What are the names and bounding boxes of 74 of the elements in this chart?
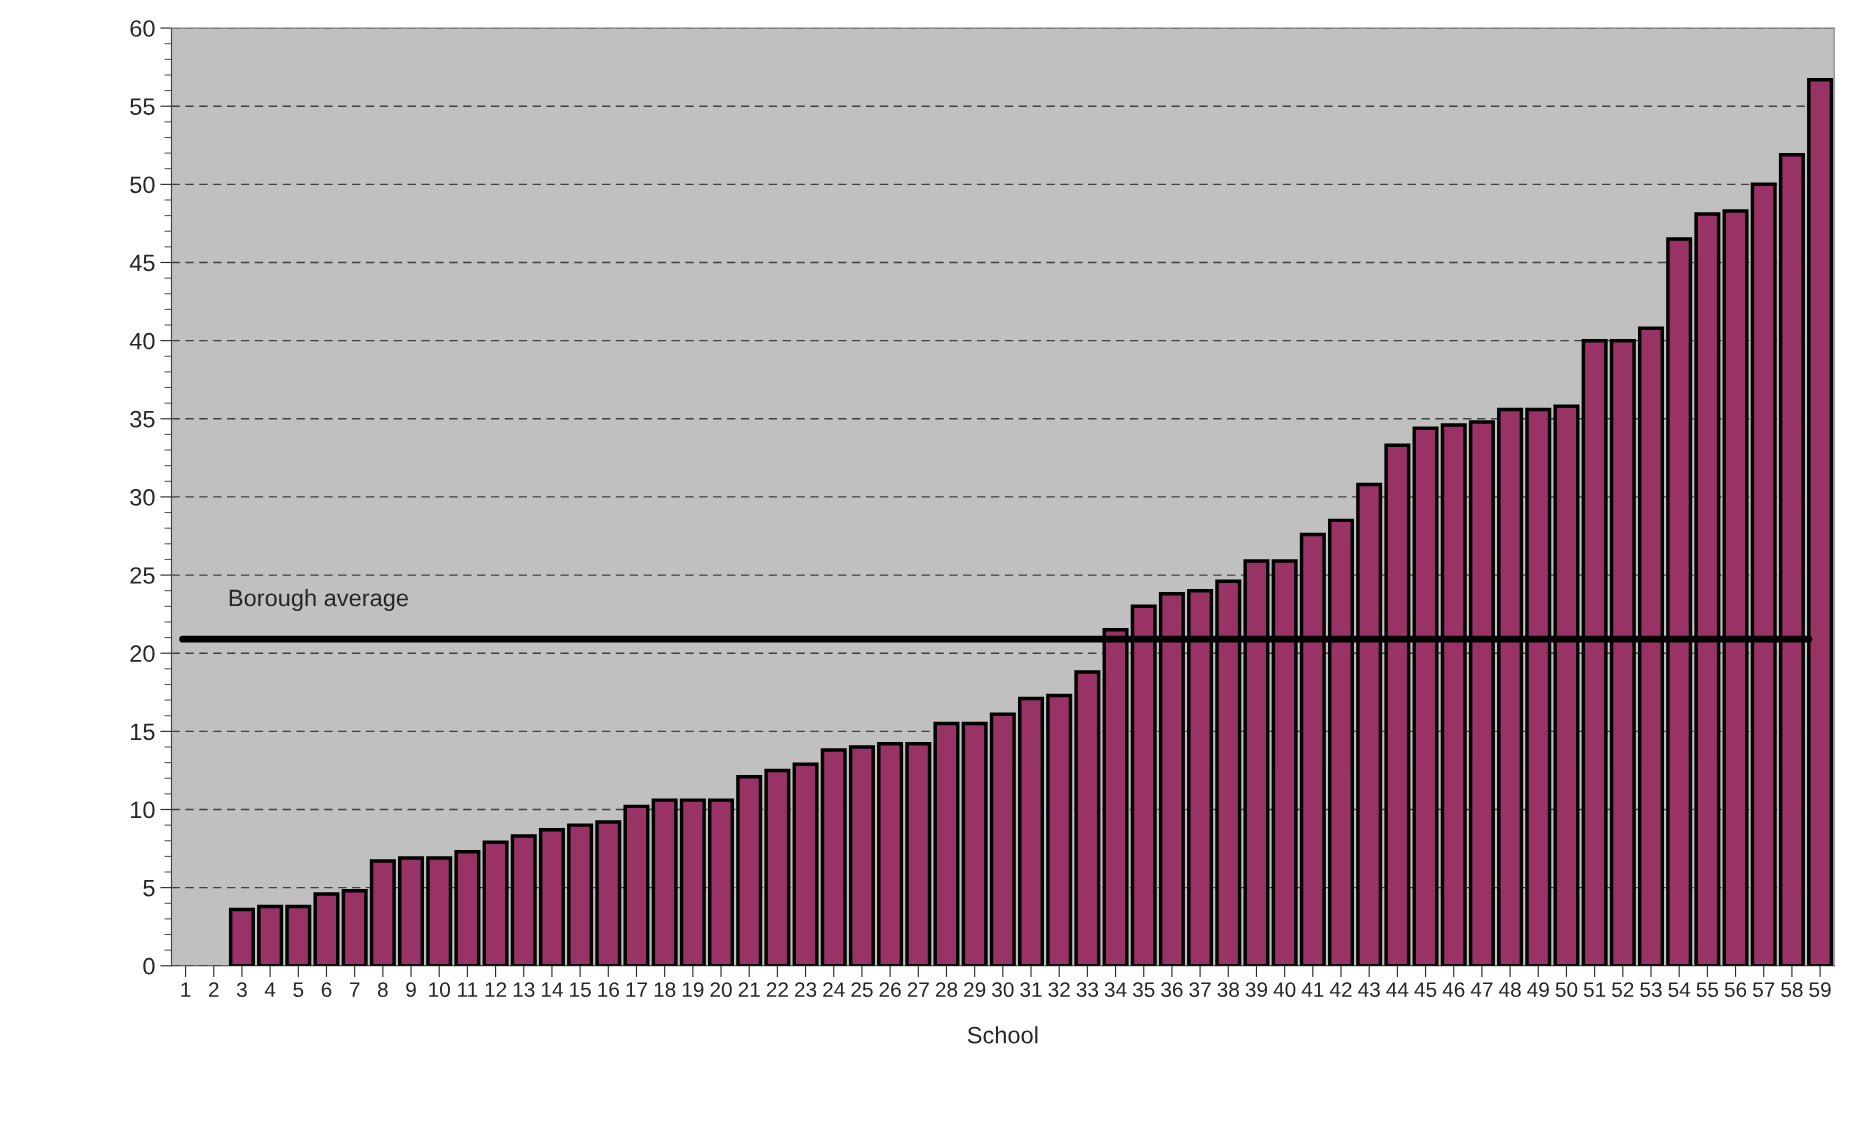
x-tick-label: 40	[1273, 982, 1296, 998]
x-tick-label: 16	[598, 982, 619, 998]
x-tick-label: 31	[1020, 982, 1042, 998]
x-tick-label: 55	[1696, 982, 1719, 998]
y-tick-label: 45	[129, 254, 155, 272]
y-tick-label: 5	[143, 879, 155, 897]
x-tick-label: 11	[458, 982, 478, 997]
x-tick-label: 12	[485, 982, 507, 997]
x-tick-label: 49	[1527, 982, 1549, 998]
x-tick-label: 2	[209, 982, 219, 997]
x-tick-label: 38	[1217, 982, 1239, 998]
x-tick-label: 37	[1189, 982, 1211, 998]
y-tick-label: 55	[130, 98, 155, 115]
x-tick-label: 42	[1329, 982, 1352, 997]
x-tick-label: 24	[823, 982, 845, 997]
y-tick-label: 35	[130, 410, 155, 428]
x-tick-label: 22	[766, 982, 788, 997]
x-tick-label: 39	[1245, 982, 1268, 998]
x-tick-label: 23	[795, 982, 817, 998]
y-tick-label: 40	[129, 332, 155, 350]
x-tick-label: 41	[1301, 982, 1324, 997]
x-tick-label: 47	[1470, 982, 1493, 997]
x-tick-label: 33	[1076, 982, 1099, 998]
x-tick-label: 56	[1724, 982, 1747, 998]
x-tick-label: 51	[1583, 982, 1606, 998]
x-tick-label: 21	[738, 982, 760, 997]
x-tick-label: 53	[1640, 982, 1662, 998]
x-tick-label: 17	[626, 982, 648, 997]
x-tick-label: 6	[321, 982, 332, 998]
y-tick-label: 15	[131, 723, 155, 741]
x-tick-label: 19	[682, 982, 704, 998]
x-tick-label: 14	[541, 982, 563, 997]
x-tick-label: 30	[992, 982, 1014, 998]
x-tick-label: 27	[907, 982, 929, 997]
x-axis-title: School	[967, 1026, 1038, 1044]
y-tick-label: 30	[130, 489, 155, 506]
x-tick-label: 43	[1358, 982, 1380, 998]
x-tick-label: 3	[236, 982, 247, 998]
x-tick-label: 50	[1555, 982, 1578, 998]
x-tick-label: 29	[964, 982, 986, 998]
x-tick-label: 59	[1809, 982, 1831, 998]
y-tick-label: 10	[131, 801, 155, 819]
x-tick-label: 32	[1048, 982, 1070, 998]
y-tick-label: 50	[130, 176, 155, 194]
x-tick-label: 52	[1612, 982, 1634, 998]
x-tick-label: 20	[710, 982, 732, 998]
x-tick-label: 45	[1414, 982, 1437, 998]
x-tick-label: 48	[1498, 982, 1521, 998]
x-tick-label: 34	[1104, 982, 1127, 998]
x-tick-label: 13	[513, 982, 535, 998]
x-tick-label: 8	[377, 982, 388, 998]
x-tick-label: 7	[349, 982, 360, 997]
x-tick-label: 4	[264, 982, 276, 997]
x-tick-label: 58	[1781, 982, 1803, 998]
x-tick-label: 10	[429, 982, 450, 998]
y-tick-label: 0	[143, 957, 155, 975]
x-tick-label: 57	[1752, 982, 1775, 998]
x-tick-label: 54	[1668, 982, 1691, 998]
x-tick-label: 36	[1161, 982, 1183, 998]
x-tick-label: 5	[293, 982, 304, 998]
y-tick-label: 25	[130, 567, 155, 584]
x-tick-label: 26	[879, 982, 901, 998]
y-tick-label: 60	[130, 20, 155, 37]
x-tick-label: 15	[570, 982, 591, 998]
x-tick-label: 9	[406, 982, 416, 998]
ref-line-label: Borough average	[229, 589, 408, 612]
x-tick-label: 25	[851, 982, 873, 998]
x-tick-label: 18	[654, 982, 676, 998]
x-tick-label: 46	[1442, 982, 1465, 998]
x-tick-label: 35	[1132, 982, 1155, 998]
y-tick-label: 20	[130, 645, 155, 662]
x-tick-label: 44	[1386, 982, 1409, 997]
x-tick-label: 28	[935, 982, 958, 998]
x-tick-label: 1	[181, 982, 191, 997]
